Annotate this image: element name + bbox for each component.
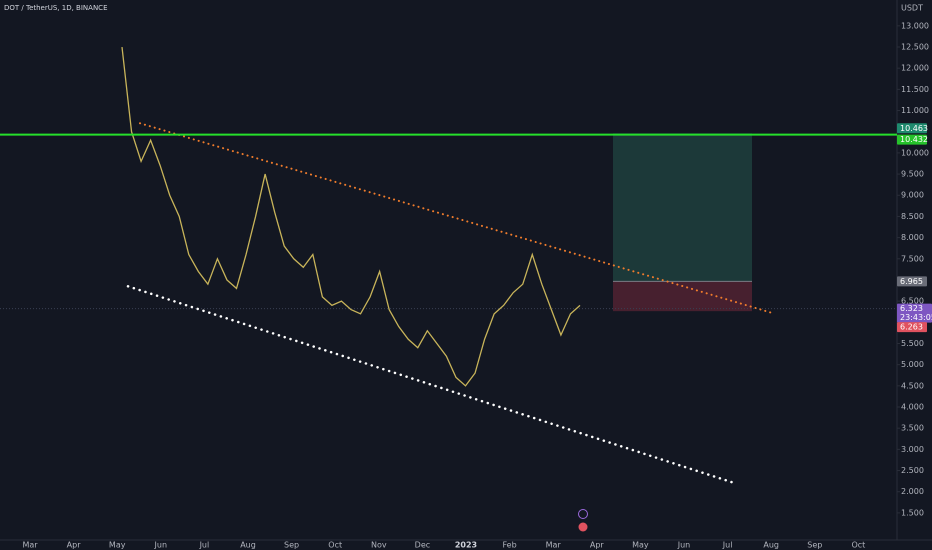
resistance-label: 10.432 <box>900 135 928 144</box>
y-tick-label: 5.000 <box>901 360 924 369</box>
entry-label-bg <box>897 276 927 287</box>
y-tick-label: 3.000 <box>901 445 924 454</box>
countdown-label: 23:43:05 <box>900 313 932 322</box>
x-tick-label: Jul <box>199 541 210 550</box>
y-tick-label: 2.500 <box>901 466 924 475</box>
chart-title: DOT / TetherUS, 1D, BINANCE <box>4 4 108 12</box>
axis-unit: USDT <box>901 4 923 13</box>
x-tick-label: Sep <box>284 541 299 550</box>
resistance-label-bg <box>897 134 927 145</box>
x-tick-label: Jun <box>677 541 691 550</box>
x-tick-label: Apr <box>67 541 82 550</box>
last-price-bg <box>897 303 932 323</box>
y-tick-label: 12.500 <box>901 43 929 52</box>
x-tick-label: Feb <box>503 541 517 550</box>
x-tick-label: Nov <box>371 541 387 550</box>
y-tick-label: 6.500 <box>901 297 924 306</box>
x-tick-label: Oct <box>328 541 342 550</box>
y-tick-label: 4.500 <box>901 381 924 390</box>
last-price-label: 6.323 <box>900 304 923 313</box>
x-tick-label: Sep <box>807 541 822 550</box>
trendline <box>139 122 776 315</box>
stop-label: 6.263 <box>900 323 923 332</box>
target-zone <box>613 133 752 282</box>
y-tick-label: 13.000 <box>901 21 929 30</box>
x-tick-label: Mar <box>22 541 38 550</box>
target-label: 10.463 <box>900 124 928 133</box>
x-tick-label: Oct <box>851 541 865 550</box>
y-tick-label: 11.000 <box>901 106 929 115</box>
x-tick-label: Jul <box>722 541 733 550</box>
icons <box>578 509 588 532</box>
y-tick-label: 12.000 <box>901 64 929 73</box>
y-tick-label: 7.500 <box>901 254 924 263</box>
y-tick-label: 10.000 <box>901 148 929 157</box>
y-tick-label: 9.500 <box>901 170 924 179</box>
y-tick-label: 11.500 <box>901 85 929 94</box>
x-tick-label: Dec <box>415 541 430 550</box>
x-tick-label: May <box>632 541 649 550</box>
y-tick-label: 5.500 <box>901 339 924 348</box>
target-label-bg <box>897 123 927 134</box>
y-tick-label: 8.000 <box>901 233 924 242</box>
x-tick-label: Aug <box>240 541 256 550</box>
icon <box>578 522 588 532</box>
trendline <box>126 285 737 485</box>
y-tick-label: 2.000 <box>901 487 924 496</box>
x-tick-label: Mar <box>546 541 562 550</box>
icon <box>578 509 588 519</box>
y-tick-label: 3.500 <box>901 424 924 433</box>
x-tick-label: Apr <box>590 541 605 550</box>
y-tick-label: 4.000 <box>901 403 924 412</box>
price-line <box>121 46 581 387</box>
y-tick-label: 9.000 <box>901 191 924 200</box>
x-tick-label: Jun <box>154 541 168 550</box>
x-tick-label: May <box>109 541 126 550</box>
stop-label-bg <box>897 322 927 333</box>
x-tick-label: Aug <box>763 541 779 550</box>
entry-label: 6.965 <box>900 277 923 286</box>
y-tick-label: 8.500 <box>901 212 924 221</box>
y-tick-label: 1.500 <box>901 508 924 517</box>
x-tick-label: 2023 <box>455 541 477 550</box>
